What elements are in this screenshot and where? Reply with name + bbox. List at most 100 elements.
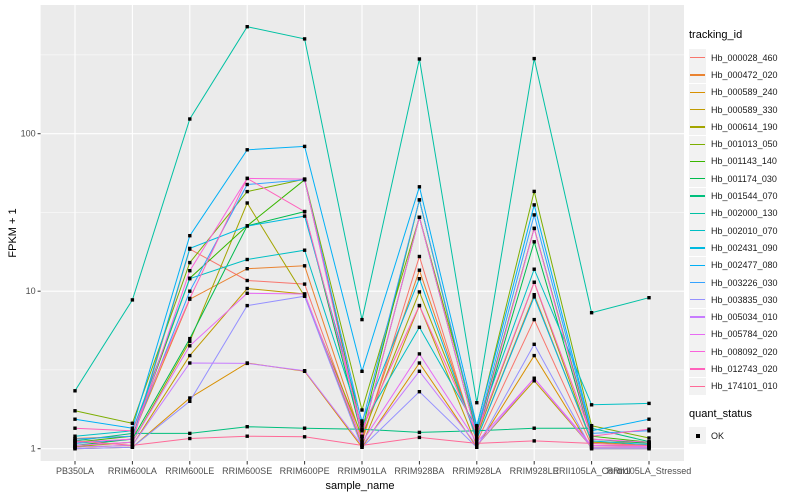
- legend-item: Hb_000472_020: [689, 66, 799, 84]
- legend-key-line-icon: [690, 351, 705, 353]
- data-point: [647, 443, 651, 448]
- data-point: [188, 260, 192, 265]
- data-point: [475, 401, 479, 405]
- data-point: [188, 431, 192, 436]
- legend-item: Hb_012743_020: [689, 360, 799, 378]
- legend-key: [689, 135, 706, 153]
- data-point: [589, 439, 594, 443]
- data-point: [130, 431, 135, 436]
- legend-item: Hb_174101_010: [689, 377, 799, 395]
- data-point: [188, 436, 192, 441]
- legend-item-label: Hb_000028_460: [711, 52, 778, 63]
- data-point: [589, 403, 594, 407]
- data-point: [302, 292, 307, 296]
- data-point: [73, 389, 77, 393]
- data-point: [245, 291, 249, 295]
- data-point: [647, 440, 651, 444]
- legend-item: Hb_005784_020: [689, 325, 799, 343]
- legend-key: [689, 274, 706, 291]
- legend-item: Hb_001174_030: [689, 170, 799, 188]
- data-point: [647, 401, 651, 406]
- data-point: [302, 264, 307, 268]
- data-point: [589, 429, 594, 433]
- legend-item-label: Hb_008092_020: [711, 346, 778, 357]
- data-point: [73, 409, 77, 413]
- data-point: [417, 185, 422, 189]
- legend-title-quant-status: quant_status: [689, 407, 752, 420]
- data-point: [245, 361, 249, 366]
- legend-key: [689, 83, 706, 101]
- legend-key-line-icon: [690, 333, 705, 336]
- data-point: [417, 268, 422, 272]
- x-tick-label: RRIM600LA: [108, 466, 157, 476]
- data-points: [73, 25, 651, 451]
- legend-item: Hb_001544_070: [689, 187, 799, 205]
- data-point: [360, 445, 364, 449]
- data-point: [188, 336, 192, 341]
- data-point: [532, 226, 536, 231]
- legend-key-line-icon: [690, 212, 705, 214]
- legend-key: [689, 152, 706, 170]
- data-point: [475, 431, 479, 436]
- data-point: [302, 209, 307, 214]
- data-point: [188, 117, 192, 121]
- data-point: [245, 425, 249, 429]
- y-tick-label: 1: [31, 444, 36, 454]
- legend-item-label: Hb_000589_330: [711, 104, 778, 115]
- data-point: [130, 443, 135, 448]
- data-point: [475, 424, 479, 428]
- legend-key: [689, 204, 706, 222]
- legend-key: [689, 360, 706, 378]
- data-point: [302, 426, 307, 430]
- y-axis-title: FPKM + 1: [7, 208, 19, 258]
- legend-item-label: Hb_003835_030: [711, 294, 778, 305]
- data-point: [302, 144, 307, 149]
- data-point: [417, 254, 422, 259]
- data-point: [73, 443, 77, 448]
- data-point: [532, 213, 536, 217]
- black-square-point-icon: [695, 433, 700, 438]
- legend-item-label: Hb_002010_070: [711, 225, 778, 236]
- data-point: [188, 344, 192, 348]
- legend-key: [689, 239, 706, 257]
- x-tick-label: RRII105LA_Control: [553, 466, 631, 476]
- legend-item-quant: OK: [689, 427, 799, 445]
- data-point: [302, 248, 307, 252]
- legend-item: Hb_000589_240: [689, 83, 799, 101]
- legend-key-line-icon: [690, 91, 705, 93]
- data-point: [589, 441, 594, 446]
- legend-item-label: Hb_000472_020: [711, 69, 778, 80]
- data-point: [532, 267, 536, 271]
- x-tick-label: RRIM928LA: [452, 466, 501, 476]
- legend-item: Hb_000028_460: [689, 49, 799, 67]
- legend-key-line-icon: [690, 143, 705, 145]
- data-point: [130, 434, 135, 438]
- data-point: [302, 177, 307, 181]
- data-point: [475, 429, 479, 433]
- legend-items-tracking-id: Hb_000028_460 Hb_000472_020 Hb_000589_240 H…: [689, 49, 799, 395]
- data-point: [245, 434, 249, 438]
- data-point: [245, 201, 249, 205]
- legend-item: Hb_002431_090: [689, 239, 799, 257]
- data-point: [475, 445, 479, 449]
- data-point: [360, 421, 364, 425]
- legend-item-label: Hb_174101_010: [711, 381, 778, 392]
- data-point: [475, 437, 479, 441]
- legend-key-line-icon: [690, 385, 705, 387]
- legend-key-line-icon: [690, 74, 705, 76]
- legend-key-line-icon: [690, 299, 705, 301]
- data-point: [73, 437, 77, 441]
- data-point: [188, 353, 192, 358]
- legend-item: Hb_002000_130: [689, 204, 799, 222]
- data-point: [360, 317, 364, 322]
- data-point: [130, 440, 135, 444]
- y-tick-label: 100: [21, 129, 36, 139]
- legend-key: [689, 118, 706, 136]
- legend-item-label: Hb_001544_070: [711, 191, 778, 202]
- legend-item-label: Hb_000614_190: [711, 121, 778, 132]
- data-point: [532, 189, 536, 194]
- data-point: [360, 434, 364, 438]
- legend-item: Hb_002010_070: [689, 222, 799, 240]
- data-point: [130, 426, 135, 430]
- data-point: [589, 426, 594, 430]
